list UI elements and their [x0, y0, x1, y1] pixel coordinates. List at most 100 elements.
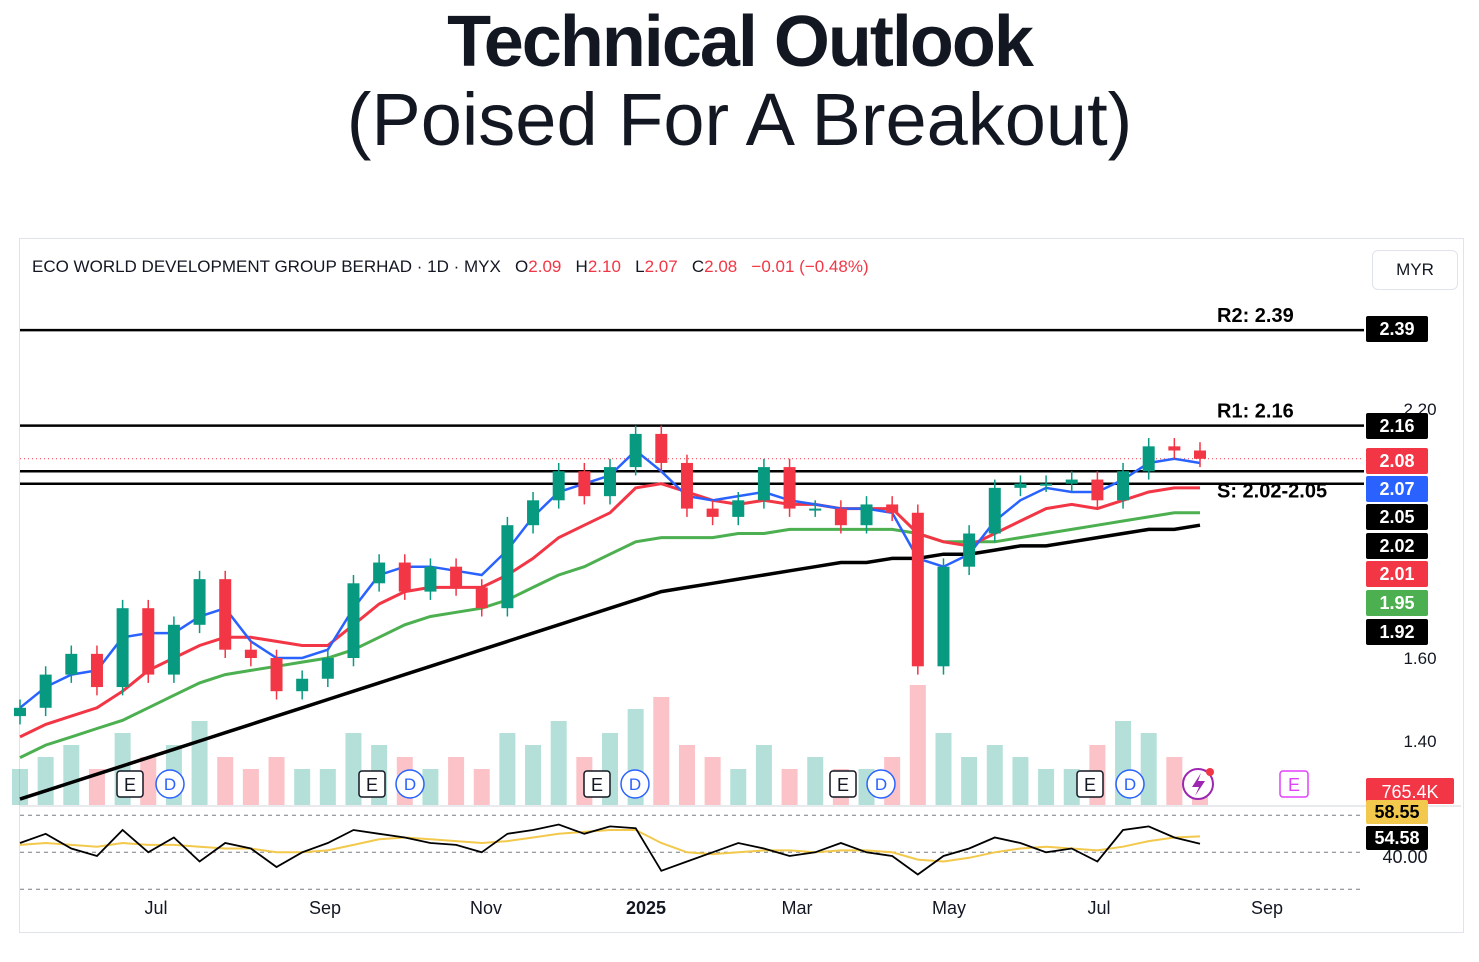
ema-line: [19, 511, 1200, 759]
change-value: −0.01 (−0.48%): [751, 257, 869, 276]
open-value: 2.09: [528, 257, 562, 276]
rsi-tag-box: [1366, 826, 1428, 850]
dividend-marker-label: D: [1124, 775, 1136, 794]
candle-body: [65, 653, 78, 675]
candle-body: [604, 467, 616, 497]
currency-button[interactable]: MYR: [1372, 250, 1458, 290]
time-axis-label: May: [932, 898, 966, 918]
volume-bar: [704, 757, 721, 805]
earnings-marker-label: E: [366, 775, 378, 795]
price-tag: 2.16: [1379, 416, 1414, 436]
dividend-marker: [1115, 769, 1145, 799]
level-label-r1: R1: 2.16: [1217, 401, 1294, 423]
earnings-marker: [358, 770, 386, 798]
candle-body: [347, 583, 360, 658]
notification-dot: [1206, 768, 1214, 776]
candle-body: [655, 433, 668, 463]
candle-body: [450, 566, 463, 588]
volume-bar: [1012, 757, 1029, 805]
price-tag: 2.02: [1379, 536, 1414, 556]
volume-bar: [550, 721, 567, 805]
volume-bar: [1063, 769, 1080, 805]
volume-bar: [448, 757, 465, 805]
earnings-marker-label: E: [591, 775, 603, 795]
page-title: Technical Outlook: [447, 2, 1034, 82]
candle-body: [296, 678, 309, 692]
volume-bar: [319, 769, 336, 805]
volume-tag-box: [1366, 778, 1454, 804]
time-axis-label: Jul: [1087, 898, 1110, 918]
chart-panel[interactable]: [19, 238, 1464, 933]
high-value: 2.10: [587, 257, 621, 276]
candle-body: [14, 707, 26, 717]
low-value: 2.07: [644, 257, 678, 276]
rsi-axis-tick: 40.00: [1382, 847, 1427, 867]
level-label-r2: R2: 2.39: [1217, 305, 1294, 327]
rsi-tag: 58.55: [1374, 802, 1419, 822]
volume-bar: [678, 745, 695, 805]
dividend-marker-label: D: [629, 775, 641, 794]
price-tag: 2.01: [1379, 564, 1414, 584]
candle-body: [244, 649, 257, 658]
candle-body: [1091, 479, 1104, 501]
volume-bar: [730, 769, 747, 805]
candle-body: [475, 587, 488, 609]
earnings-marker: [829, 770, 857, 798]
price-tag-box: [1366, 448, 1428, 474]
candle-body: [424, 566, 437, 592]
candle-body: [270, 658, 283, 692]
ema-line: [19, 523, 1201, 801]
price-tag: 2.05: [1379, 507, 1414, 527]
volume-bar: [140, 757, 157, 805]
candle-body: [732, 500, 745, 517]
earnings-marker-label: E: [837, 775, 849, 795]
low-label: L: [635, 257, 645, 276]
price-tag-box: [1366, 561, 1428, 587]
volume-bar: [191, 721, 208, 805]
high-label: H: [575, 257, 588, 276]
level-label-support: S: 2.02-2.05: [1217, 481, 1327, 503]
price-tag: 2.08: [1379, 451, 1414, 471]
ema-line: [19, 482, 1200, 739]
volume-bar: [63, 745, 80, 805]
volume-bar: [345, 733, 362, 805]
price-tag-box: [1366, 619, 1428, 645]
price-tag: 2.07: [1379, 479, 1414, 499]
close-value: 2.08: [704, 257, 738, 276]
dividend-marker: [395, 769, 425, 799]
volume-bar: [755, 745, 772, 805]
volume-bar: [37, 757, 54, 805]
earnings-marker: [1076, 770, 1104, 798]
candle-body: [1194, 450, 1206, 459]
candle-body: [911, 512, 924, 667]
volume-bar: [422, 769, 439, 805]
candle-body: [886, 504, 899, 513]
rsi-tag-box: [1366, 800, 1428, 824]
candle-body: [527, 500, 540, 526]
candle-body: [193, 579, 206, 625]
upcoming-earnings-label: E: [1288, 775, 1300, 795]
volume-bar: [807, 757, 824, 805]
candle-body: [937, 566, 950, 667]
candle-body: [219, 579, 232, 650]
close-label: C: [691, 257, 705, 276]
candle-body: [552, 471, 565, 501]
volume-bar: [268, 757, 285, 805]
price-tag-box: [1366, 476, 1428, 502]
time-axis-label: Nov: [470, 898, 502, 918]
volume-tag: 765.4K: [1381, 782, 1438, 802]
open-label: O: [515, 257, 529, 276]
time-axis-label: Jul: [144, 898, 167, 918]
candle-body: [1065, 479, 1078, 484]
dividend-marker: [620, 769, 650, 799]
candle-body: [757, 467, 770, 501]
volume-bar: [473, 769, 490, 805]
volume-bar: [217, 757, 234, 805]
candle-body: [142, 608, 155, 675]
time-axis-label: Sep: [309, 898, 341, 918]
page-subtitle: (Poised For A Breakout): [346, 78, 1133, 161]
lightning-icon: [1192, 773, 1205, 796]
candle-body: [1117, 471, 1130, 501]
time-axis-label: Mar: [782, 898, 813, 918]
